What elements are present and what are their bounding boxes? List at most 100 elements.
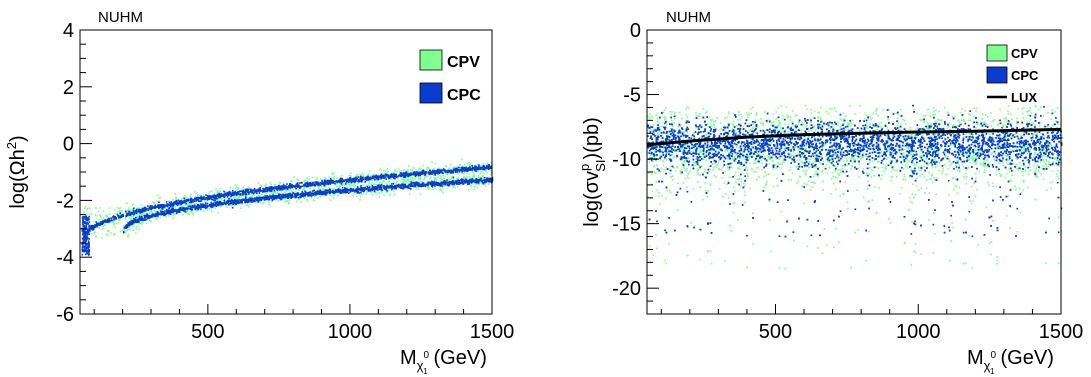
scatter-point-cpc: [95, 221, 97, 223]
scatter-point-cpv: [382, 180, 384, 183]
scatter-point-cpc: [407, 185, 409, 187]
scatter-point-cpv: [397, 168, 400, 170]
scatter-point-cpv: [333, 177, 336, 180]
scatter-point-cpc: [456, 167, 458, 169]
scatter-point-cpv: [396, 178, 399, 180]
scatter-point-cpc: [325, 182, 328, 184]
scatter-point-cpc: [232, 194, 234, 196]
scatter-point-cpv: [223, 197, 226, 199]
scatter-point-cpv: [216, 190, 219, 192]
scatter-point-cpc: [162, 204, 165, 206]
scatter-point-cpc: [420, 173, 423, 175]
scatter-point-cpc: [231, 189, 234, 192]
scatter-point-cpc: [454, 169, 456, 171]
scatter-point-cpv: [390, 178, 392, 180]
scatter-point-cpc: [374, 179, 376, 181]
scatter-point-cpv: [476, 187, 479, 189]
scatter-point-cpv: [389, 193, 392, 195]
scatter-point-cpc: [280, 185, 282, 188]
scatter-point-cpc: [377, 178, 379, 181]
scatter-point-cpc: [225, 192, 228, 195]
scatter-point-cpc: [226, 196, 229, 198]
scatter-point-cpv: [424, 176, 426, 178]
scatter-point-cpc: [133, 218, 136, 221]
scatter-point-cpv: [224, 198, 226, 201]
scatter-point-cpv: [380, 191, 383, 194]
scatter-point-cpc: [280, 196, 282, 199]
scatter-point-cpv: [423, 178, 425, 181]
scatter-point-cpc: [454, 170, 457, 172]
scatter-point-cpc: [454, 171, 457, 173]
scatter-point-cpv: [356, 174, 358, 176]
scatter-point-cpc: [224, 202, 226, 204]
scatter-point-cpv: [331, 188, 334, 190]
scatter-point-cpc: [420, 171, 422, 173]
scatter-point-cpc: [362, 178, 365, 181]
scatter-point-cpv: [468, 172, 470, 175]
scatter-point-cpv: [468, 164, 471, 167]
scatter-point-cpc: [419, 173, 422, 175]
scatter-point-cpv: [107, 230, 110, 233]
scatter-point-cpc: [257, 190, 259, 193]
scatter-point-cpc: [236, 191, 238, 194]
scatter-point-cpv: [331, 172, 334, 174]
scatter-point-cpv: [445, 165, 447, 168]
scatter-point-cpc: [235, 194, 238, 197]
scatter-point-cpv: [378, 196, 381, 198]
scatter-point-cpc: [246, 189, 249, 192]
scatter-point-cpv: [286, 200, 288, 202]
scatter-point-cpv: [473, 188, 475, 190]
scatter-point-cpv: [465, 177, 467, 179]
scatter-point-cpv: [304, 196, 307, 199]
scatter-point-cpc: [113, 217, 115, 219]
scatter-point-cpc: [217, 196, 220, 199]
scatter-point-cpc: [169, 212, 171, 214]
scatter-point-cpc: [417, 181, 419, 184]
scatter-point-cpv: [427, 186, 429, 189]
scatter-point-cpv: [104, 224, 107, 227]
scatter-point-cpv: [132, 215, 135, 218]
scatter-point-cpv: [91, 212, 93, 215]
scatter-point-cpv: [297, 179, 299, 181]
scatter-point-cpv: [403, 169, 405, 171]
scatter-point-cpv: [425, 182, 428, 184]
scatter-point-cpc: [469, 166, 471, 168]
scatter-point-cpc: [206, 198, 208, 200]
scatter-point-cpc: [215, 194, 218, 197]
scatter-point-cpv: [485, 170, 487, 172]
scatter-point-cpv: [402, 180, 405, 183]
scatter-point-cpc: [488, 168, 490, 170]
scatter-point-cpv: [113, 223, 116, 225]
scatter-point-cpc: [136, 211, 138, 213]
scatter-point-cpv: [260, 193, 263, 196]
scatter-point-cpc: [462, 181, 464, 184]
scatter-point-cpc: [90, 226, 92, 229]
scatter-point-cpv: [400, 169, 402, 172]
scatter-point-cpv: [417, 178, 420, 180]
scatter-point-cpv: [265, 189, 268, 191]
scatter-point-cpc: [183, 197, 186, 200]
scatter-point-cpc: [178, 201, 181, 203]
scatter-point-cpc: [374, 176, 377, 178]
scatter-point-cpv: [427, 166, 429, 169]
scatter-point-cpc: [359, 175, 362, 178]
scatter-point-cpc: [183, 200, 185, 202]
scatter-point-cpc: [99, 222, 101, 225]
scatter-point-cpv: [430, 179, 433, 182]
scatter-point-cpc: [247, 191, 249, 193]
scatter-point-cpc: [160, 210, 162, 212]
scatter-point-cpc: [282, 186, 285, 189]
scatter-point-cpc: [309, 191, 311, 193]
scatter-point-cpc: [476, 168, 479, 171]
scatter-point-cpc: [214, 201, 217, 203]
scatter-point-cpc: [299, 182, 301, 184]
scatter-point-cpc: [272, 186, 274, 189]
scatter-point-cpv: [352, 184, 354, 186]
scatter-point-cpv: [393, 193, 396, 196]
scatter-point-cpv: [408, 180, 410, 183]
scatter-point-cpv: [451, 175, 453, 178]
scatter-point-cpc: [160, 213, 163, 216]
scatter-point-cpc: [173, 201, 175, 204]
scatter-point-cpv: [126, 230, 128, 232]
scatter-point-cpv: [159, 196, 161, 199]
